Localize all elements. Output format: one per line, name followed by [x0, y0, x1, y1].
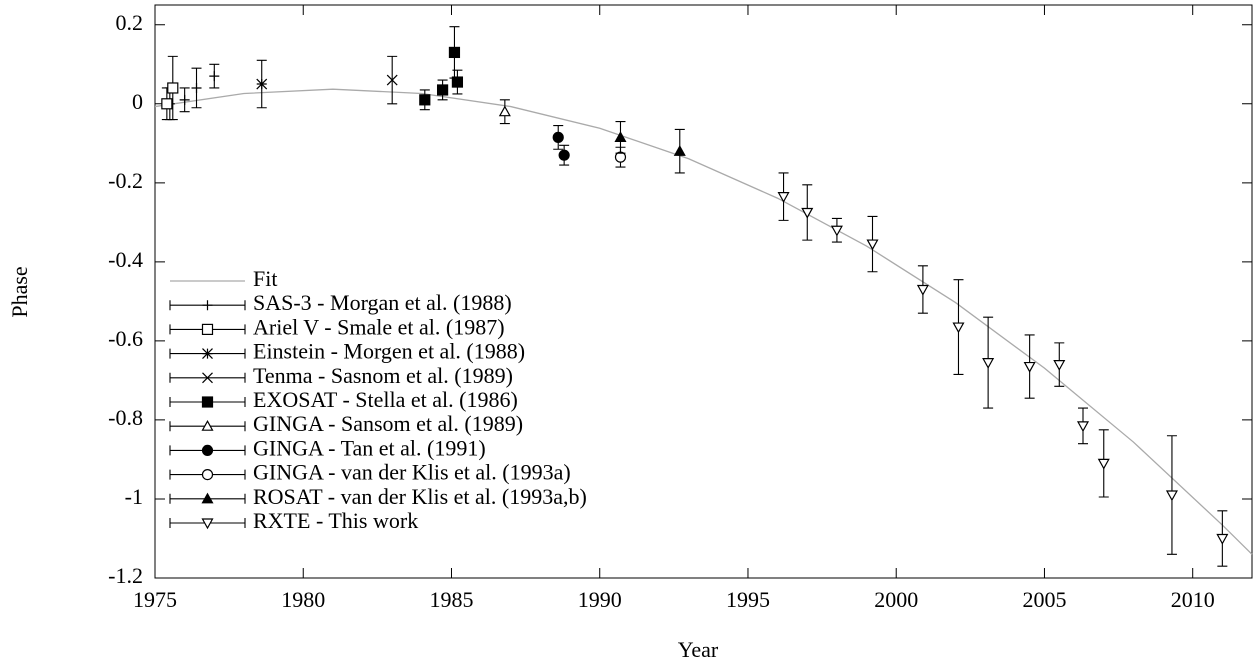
data-point	[191, 82, 202, 93]
x-tick-label: 2000	[874, 587, 918, 612]
x-tick-label: 1980	[281, 587, 325, 612]
data-point	[614, 131, 627, 142]
fit-line	[154, 88, 1253, 555]
data-point	[436, 84, 449, 96]
data-point	[830, 225, 843, 237]
data-point	[1216, 533, 1229, 545]
data-point	[801, 207, 814, 219]
data-point	[498, 105, 511, 117]
data-point	[451, 76, 464, 88]
data-point	[952, 322, 965, 334]
data-point	[982, 358, 995, 369]
legend-label: GINGA - Sansom et al. (1989)	[253, 411, 523, 436]
data-point	[866, 239, 879, 251]
x-tick-label: 1975	[133, 587, 177, 612]
x-tick-label: 2005	[1022, 587, 1066, 612]
y-tick-label: -1.2	[108, 563, 143, 588]
y-tick-label: -0.2	[108, 168, 143, 193]
y-tick-label: -0.4	[108, 247, 143, 272]
data-point	[1023, 361, 1036, 373]
x-tick-label: 1985	[429, 587, 473, 612]
data-point	[558, 149, 570, 161]
legend-label: ROSAT - van der Klis et al. (1993a,b)	[253, 484, 587, 509]
legend-marker	[202, 372, 213, 384]
y-tick-label: 0	[132, 89, 143, 114]
data-point	[256, 78, 268, 90]
data-point	[777, 192, 790, 203]
legend-label: SAS-3 - Morgan et al. (1988)	[253, 290, 512, 315]
y-tick-label: -0.6	[108, 326, 143, 351]
legend-label: GINGA - van der Klis et al. (1993a)	[253, 460, 571, 485]
x-tick-label: 1990	[578, 587, 622, 612]
y-axis-label: Phase	[7, 266, 32, 317]
legend-label: GINGA - Tan et al. (1991)	[253, 435, 486, 460]
legend-label: Ariel V - Smale et al. (1987)	[253, 314, 505, 339]
data-point	[167, 82, 179, 94]
plot-frame	[154, 4, 1253, 579]
y-tick-label: -1	[125, 484, 143, 509]
data-point	[916, 284, 929, 296]
legend-marker	[201, 444, 214, 456]
legend-marker	[201, 323, 214, 335]
legend-label: Tenma - Sasnom et al. (1989)	[253, 363, 513, 388]
data-point	[673, 144, 686, 156]
data-point	[209, 71, 220, 82]
y-tick-label: 0.2	[116, 10, 144, 35]
legend-label: Fit	[253, 266, 277, 291]
x-tick-label: 1995	[726, 587, 770, 612]
data-point	[448, 46, 461, 59]
data-point	[552, 131, 564, 143]
data-point	[179, 94, 190, 105]
x-axis-label: Year	[678, 637, 719, 662]
legend-marker	[201, 419, 214, 431]
x-tick-label: 2010	[1171, 587, 1215, 612]
y-tick-label: -0.8	[108, 405, 143, 430]
legend-marker	[201, 469, 214, 481]
legend-label: Einstein - Morgen et al. (1988)	[253, 339, 525, 364]
legend-label: EXOSAT - Stella et al. (1986)	[253, 387, 518, 412]
data-point	[1076, 421, 1090, 433]
legend-label: RXTE - This work	[253, 508, 418, 533]
legend-marker	[201, 396, 214, 408]
data-point	[386, 74, 398, 86]
data-point	[1165, 490, 1178, 502]
legend-marker	[202, 348, 213, 360]
legend-marker	[201, 518, 214, 530]
legend-marker	[202, 300, 213, 311]
data-point	[161, 98, 173, 110]
legend-marker	[201, 492, 214, 504]
data-point	[1097, 458, 1110, 470]
data-point	[419, 94, 431, 106]
data-point	[1053, 360, 1066, 371]
